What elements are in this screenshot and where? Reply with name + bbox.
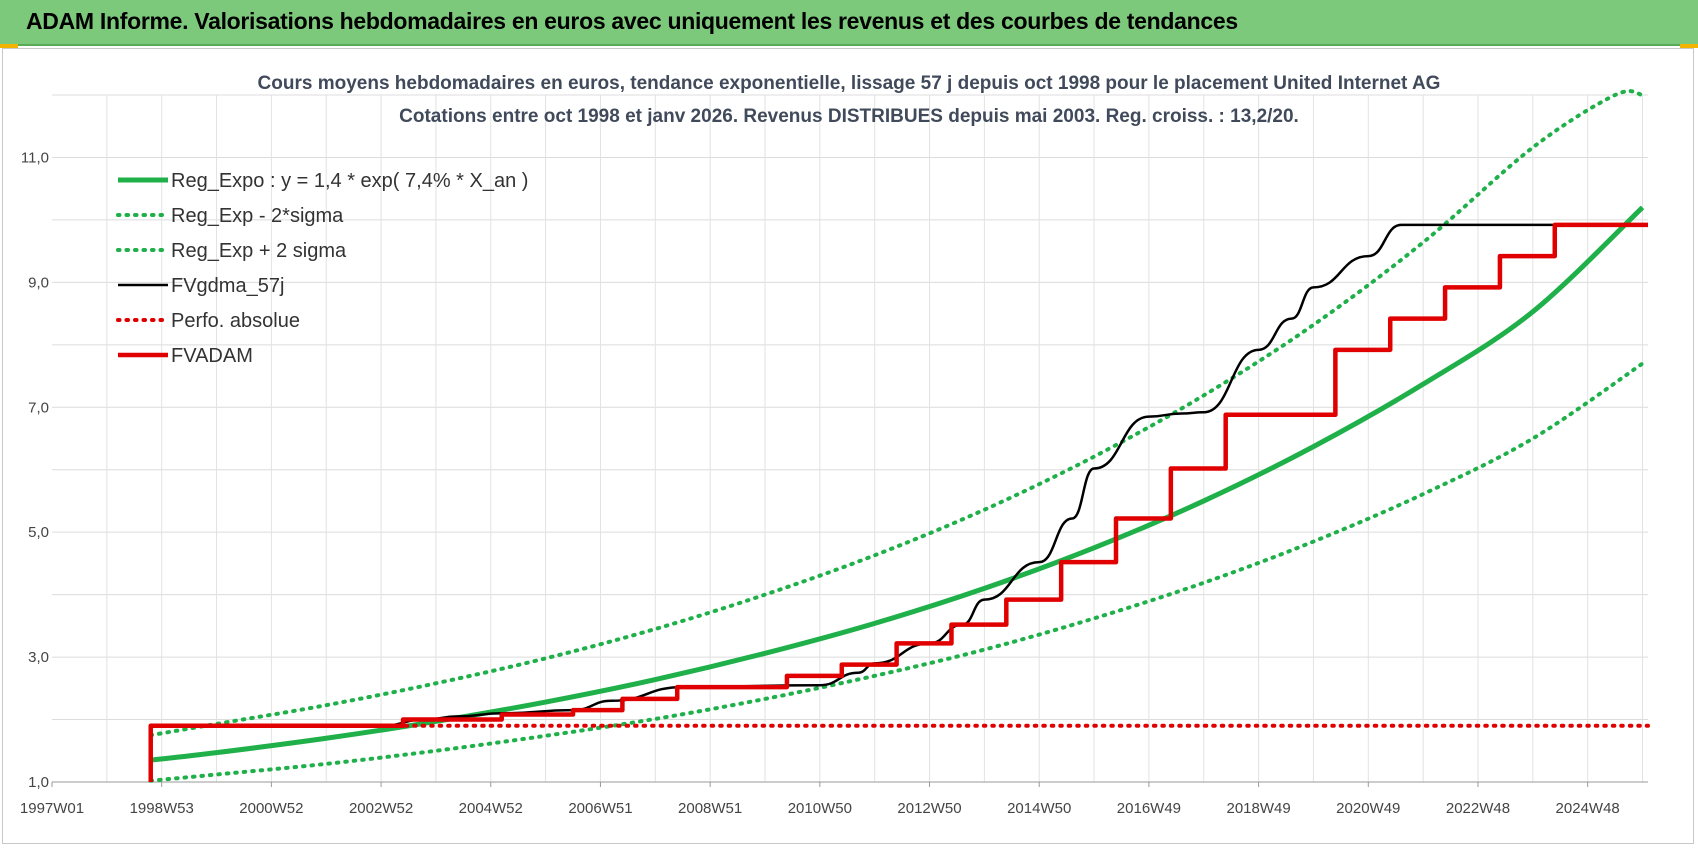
legend-label: Reg_Exp + 2 sigma xyxy=(171,240,347,262)
x-tick-label: 2000W52 xyxy=(239,800,303,817)
y-tick-label: 11,0 xyxy=(21,149,49,166)
chart-title: Cours moyens hebdomadaires en euros, ten… xyxy=(258,73,1441,94)
legend-label: Reg_Exp - 2*sigma xyxy=(171,205,344,227)
y-tick-label: 1,0 xyxy=(28,774,49,791)
series-line-1 xyxy=(150,205,1645,763)
series-layer xyxy=(148,89,1650,783)
x-tick-label: 2020W49 xyxy=(1336,800,1400,817)
report-title: ADAM Informe. Valorisations hebdomadaire… xyxy=(26,8,1238,34)
corner-marker xyxy=(0,44,18,48)
legend: Reg_Expo : y = 1,4 * exp( 7,4% * X_an ) R… xyxy=(116,170,528,367)
x-tick-label: 2012W50 xyxy=(897,800,961,817)
y-tick-label: 9,0 xyxy=(28,274,49,291)
legend-label: FVgdma_57j xyxy=(171,275,284,297)
axes: 1,0 3,0 5,0 7,0 9,0 11,0 1997W01 1998W53 2000W52… xyxy=(20,149,1648,817)
legend-label: Reg_Expo : y = 1,4 * exp( 7,4% * X_an ) xyxy=(171,170,528,192)
legend-label: FVADAM xyxy=(171,345,253,367)
series-line-6 xyxy=(148,222,1648,782)
y-tick-label: 7,0 xyxy=(28,399,49,416)
grid xyxy=(52,94,1648,783)
x-tick-label: 2016W49 xyxy=(1117,800,1181,817)
y-tick-label: 5,0 xyxy=(28,524,49,541)
x-tick-label: 1998W53 xyxy=(130,800,194,817)
x-tick-label: 2004W52 xyxy=(459,800,523,817)
x-tick-label: 2022W48 xyxy=(1446,800,1510,817)
x-tick-label: 2008W51 xyxy=(678,800,742,817)
x-tick-label: 2010W50 xyxy=(788,800,852,817)
series-line-2 xyxy=(148,361,1645,783)
title-banner: ADAM Informe. Valorisations hebdomadaire… xyxy=(0,0,1698,46)
chart-frame xyxy=(2,48,1694,844)
corner-marker xyxy=(1680,44,1698,48)
x-tick-label: 2024W48 xyxy=(1556,800,1620,817)
x-tick-label: 2002W52 xyxy=(349,800,413,817)
series-line-4 xyxy=(150,223,1648,728)
x-tick-label: 2014W50 xyxy=(1007,800,1071,817)
x-tick-label: 2018W49 xyxy=(1226,800,1290,817)
y-tick-label: 3,0 xyxy=(28,649,49,666)
legend-label: Perfo. absolue xyxy=(171,310,300,332)
chart-subtitle: Cotations entre oct 1998 et janv 2026. R… xyxy=(399,106,1299,127)
x-tick-label: 2006W51 xyxy=(568,800,632,817)
series-line-3 xyxy=(148,89,1645,738)
x-tick-label: 1997W01 xyxy=(20,800,84,817)
